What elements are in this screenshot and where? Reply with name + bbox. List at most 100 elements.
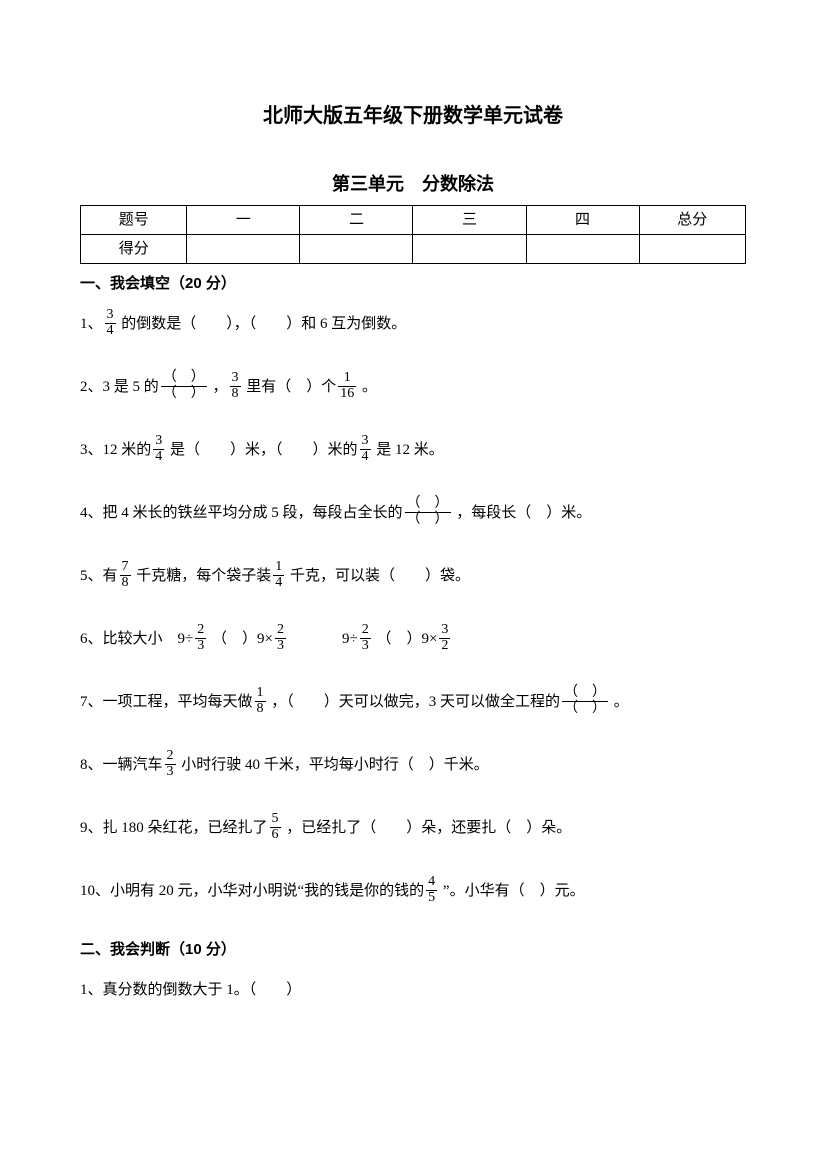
denominator: 4: [105, 323, 116, 339]
numerator: 1: [273, 560, 284, 575]
q4-tail: ，每段长（ ）米。: [453, 505, 592, 521]
q10-tail: ”。小华有（ ）元。: [439, 883, 584, 899]
q7-tail: 。: [610, 694, 629, 710]
score-cell: [413, 234, 526, 263]
row-label: 得分: [81, 234, 187, 263]
numerator: （ ）: [161, 371, 207, 386]
q2-tail: 。: [358, 379, 377, 395]
q3-mid: 是（ ）米，（ ）米的: [166, 442, 357, 458]
denominator: 8: [255, 701, 266, 717]
numerator: 2: [360, 623, 371, 638]
q3-prefix: 3、12 米的: [80, 442, 151, 458]
score-table: 题号 一 二 三 四 总分 得分: [80, 205, 746, 264]
fraction: 23: [275, 623, 286, 653]
main-title: 北师大版五年级下册数学单元试卷: [80, 100, 746, 132]
fraction: 14: [273, 560, 284, 590]
numerator: （ ）: [562, 686, 608, 701]
table-row: 得分: [81, 234, 746, 263]
q5-tail: 千克，可以装（ ）袋。: [286, 568, 470, 584]
fraction: 18: [255, 686, 266, 716]
q1-tail: 的倒数是（ ），（ ）和 6 互为倒数。: [118, 316, 407, 332]
s2-question-1: 1、真分数的倒数大于 1。（ ）: [80, 974, 746, 1007]
denominator: 3: [360, 638, 371, 654]
numerator: 1: [338, 371, 356, 386]
denominator: 4: [360, 449, 371, 465]
numerator: （ ）: [405, 497, 451, 512]
q9-tail: ，已经扎了（ ）朵，还要扎（ ）朵。: [283, 820, 572, 836]
denominator: 4: [153, 449, 164, 465]
blank-fraction: （ ）（ ）: [562, 686, 608, 716]
fraction: 38: [230, 371, 241, 401]
q9-prefix: 9、扎 180 朵红花，已经扎了: [80, 820, 268, 836]
denominator: （ ）: [161, 386, 207, 402]
question-1: 1、34 的倒数是（ ），（ ）和 6 互为倒数。: [80, 308, 746, 341]
numerator: 2: [275, 623, 286, 638]
q8-prefix: 8、一辆汽车: [80, 757, 163, 773]
q6-prefix: 6、比较大小 9÷: [80, 631, 193, 647]
fraction: 78: [120, 560, 131, 590]
fraction: 116: [338, 371, 356, 401]
numerator: 3: [153, 434, 164, 449]
table-row: 题号 一 二 三 四 总分: [81, 205, 746, 234]
q10-prefix: 10、小明有 20 元，小华对小明说“我的钱是你的钱的: [80, 883, 424, 899]
q4-prefix: 4、把 4 米长的铁丝平均分成 5 段，每段占全长的: [80, 505, 403, 521]
score-cell: [639, 234, 745, 263]
question-10: 10、小明有 20 元，小华对小明说“我的钱是你的钱的45 ”。小华有（ ）元。: [80, 875, 746, 908]
fraction: 56: [270, 812, 281, 842]
numerator: 3: [105, 308, 116, 323]
q6-mid2: （ ）9×: [373, 631, 438, 647]
numerator: 5: [270, 812, 281, 827]
denominator: 3: [165, 764, 176, 780]
denominator: 4: [273, 575, 284, 591]
numerator: 7: [120, 560, 131, 575]
q8-tail: 小时行驶 40 千米，平均每小时行（ ）千米。: [178, 757, 489, 773]
sub-title: 第三单元 分数除法: [80, 170, 746, 199]
th-1: 一: [187, 205, 300, 234]
denominator: 8: [120, 575, 131, 591]
denominator: （ ）: [562, 701, 608, 717]
denominator: 16: [338, 386, 356, 402]
numerator: 3: [439, 623, 450, 638]
th-total: 总分: [639, 205, 745, 234]
fraction: 32: [439, 623, 450, 653]
denominator: （ ）: [405, 512, 451, 528]
section1-heading: 一、我会填空（20 分）: [80, 272, 746, 296]
q6-mid1: （ ）9×: [208, 631, 273, 647]
q5-prefix: 5、有: [80, 568, 118, 584]
score-cell: [300, 234, 413, 263]
fraction: 23: [195, 623, 206, 653]
th-3: 三: [413, 205, 526, 234]
q2-mid: ，: [209, 379, 228, 395]
denominator: 5: [426, 890, 437, 906]
question-6: 6、比较大小 9÷23 （ ）9×23 9÷23 （ ）9×32: [80, 623, 746, 656]
numerator: 1: [255, 686, 266, 701]
question-9: 9、扎 180 朵红花，已经扎了56 ，已经扎了（ ）朵，还要扎（ ）朵。: [80, 812, 746, 845]
fraction: 34: [360, 434, 371, 464]
numerator: 2: [165, 749, 176, 764]
denominator: 3: [275, 638, 286, 654]
denominator: 3: [195, 638, 206, 654]
fraction: 45: [426, 875, 437, 905]
fraction: 23: [165, 749, 176, 779]
q7-mid: ，（ ）天可以做完，3 天可以做全工程的: [268, 694, 561, 710]
q3-tail: 是 12 米。: [373, 442, 444, 458]
denominator: 8: [230, 386, 241, 402]
denominator: 2: [439, 638, 450, 654]
th-label: 题号: [81, 205, 187, 234]
question-5: 5、有78 千克糖，每个袋子装14 千克，可以装（ ）袋。: [80, 560, 746, 593]
q2-prefix: 2、3 是 5 的: [80, 379, 159, 395]
section2-heading: 二、我会判断（10 分）: [80, 938, 746, 962]
question-3: 3、12 米的34 是（ ）米，（ ）米的34 是 12 米。: [80, 434, 746, 467]
blank-fraction: （ ）（ ）: [161, 371, 207, 401]
q7-prefix: 7、一项工程，平均每天做: [80, 694, 253, 710]
th-2: 二: [300, 205, 413, 234]
question-8: 8、一辆汽车23 小时行驶 40 千米，平均每小时行（ ）千米。: [80, 749, 746, 782]
score-cell: [526, 234, 639, 263]
numerator: 3: [230, 371, 241, 386]
q6-gap: 9÷: [312, 631, 358, 647]
numerator: 2: [195, 623, 206, 638]
blank-fraction: （ ）（ ）: [405, 497, 451, 527]
question-2: 2、3 是 5 的（ ）（ ） ，38 里有（ ）个116 。: [80, 371, 746, 404]
fraction: 34: [153, 434, 164, 464]
th-4: 四: [526, 205, 639, 234]
